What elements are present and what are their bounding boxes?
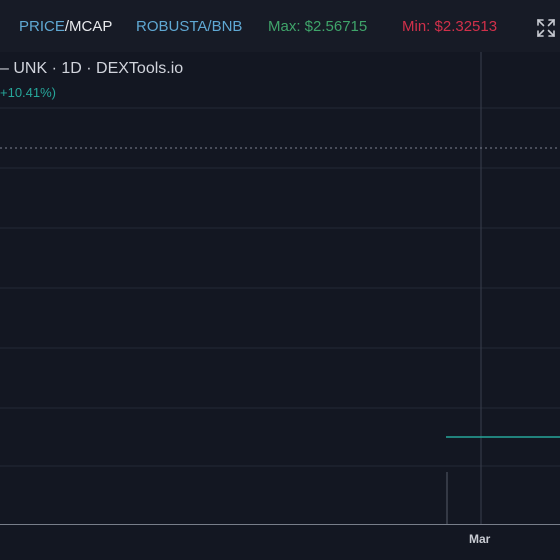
chart-legend-change: +10.41%) [0,85,57,100]
trading-pair: ROBUSTA/BNB [136,18,243,35]
expand-button[interactable] [534,16,558,40]
chart-legend-title: – UNK · 1D · DEXTools.io [0,60,184,77]
chart-toolbar: PRICE/MCAP ROBUSTA/BNB Max: $2.56715 Min… [0,0,560,52]
series-layer [446,436,560,524]
expand-arrows-icon [537,19,555,37]
price-mcap-toggle[interactable]: PRICE/MCAP [19,18,112,35]
price-toggle-option[interactable]: PRICE [19,18,65,35]
chart-gridlines [0,107,560,467]
price-chart[interactable] [0,52,560,525]
x-tick-label-mar: Mar [469,532,491,546]
min-price: Min: $2.32513 [402,18,498,35]
max-price: Max: $2.56715 [268,18,368,35]
toggle-separator: / [64,18,70,35]
mcap-toggle-option[interactable]: MCAP [69,18,113,35]
